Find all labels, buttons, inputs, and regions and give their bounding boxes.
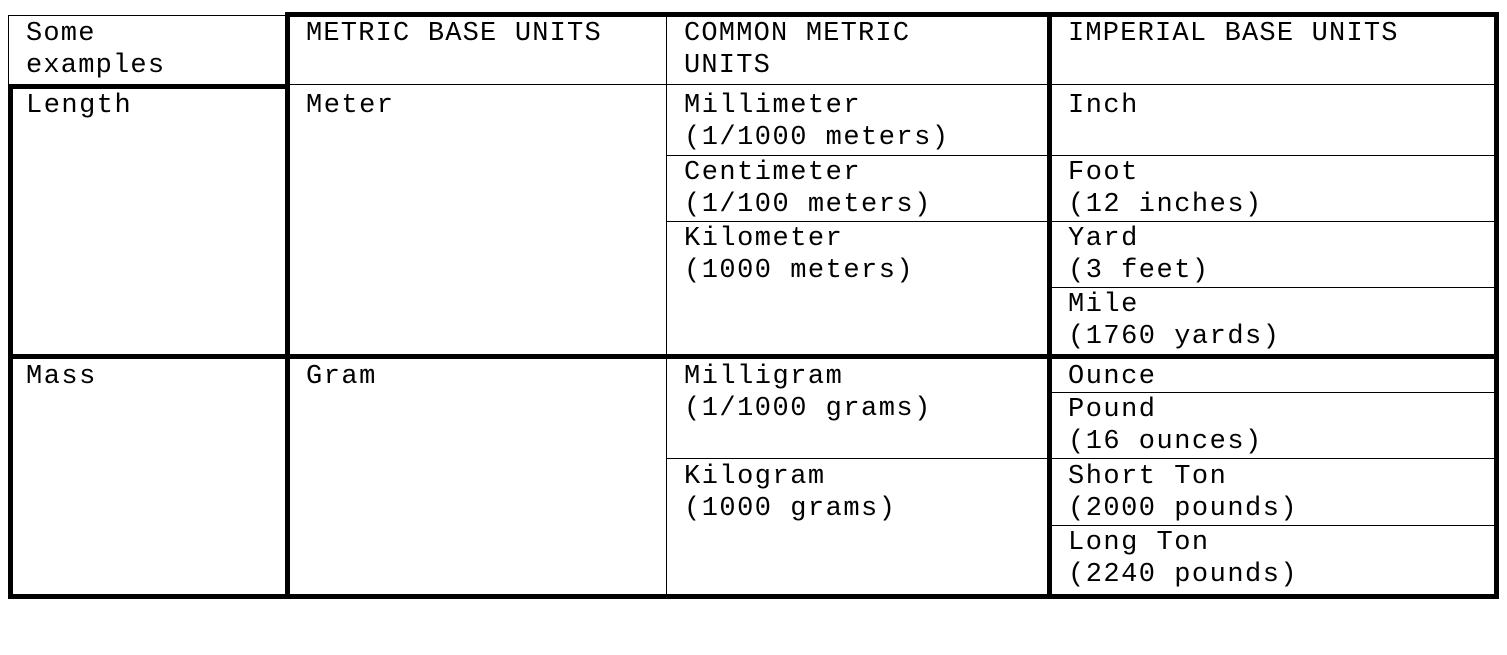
mile-name: Mile bbox=[1068, 290, 1139, 320]
millimeter-note: (1/1000 meters) bbox=[684, 123, 950, 153]
header-cell-common-metric: COMMON METRIC UNITS bbox=[666, 18, 1050, 84]
centimeter-note: (1/100 meters) bbox=[684, 190, 932, 220]
grid-line-left-top-thin bbox=[8, 15, 9, 85]
grid-line-length-mass-thick bbox=[8, 354, 1499, 359]
grid-line-right-thick bbox=[1494, 12, 1499, 599]
pound-name: Pound bbox=[1068, 395, 1157, 425]
yard-note: (3 feet) bbox=[1068, 256, 1210, 286]
row-label-length: Length bbox=[8, 90, 288, 122]
grid-line-imperial-mass-2 bbox=[1050, 458, 1496, 459]
grid-line-imperial-1 bbox=[1050, 155, 1496, 156]
grid-line-header-bottom-thick bbox=[8, 84, 290, 89]
grid-line-left-thick bbox=[8, 84, 13, 599]
header-cell-imperial-base: IMPERIAL BASE UNITS bbox=[1050, 18, 1494, 84]
grid-line-imperial-3 bbox=[1050, 287, 1496, 288]
long-ton-note: (2240 pounds) bbox=[1068, 560, 1299, 590]
mass-label-text: Mass bbox=[26, 362, 97, 392]
kilogram-note: (1000 grams) bbox=[684, 494, 897, 524]
header-imperial-base-label: IMPERIAL BASE UNITS bbox=[1068, 19, 1399, 49]
mass-common-milligram: Milligram (1/1000 grams) bbox=[666, 361, 1050, 425]
length-imperial-mile: Mile (1760 yards) bbox=[1050, 289, 1494, 353]
inch-name: Inch bbox=[1068, 91, 1139, 121]
mass-metric-base: Gram bbox=[288, 361, 666, 393]
kilogram-name: Kilogram bbox=[684, 462, 826, 492]
milligram-name: Milligram bbox=[684, 362, 844, 392]
grid-line-common-2 bbox=[666, 221, 1049, 222]
header-common-metric-line2: UNITS bbox=[684, 51, 772, 81]
mass-imperial-long-ton: Long Ton (2240 pounds) bbox=[1050, 527, 1494, 591]
mile-note: (1760 yards) bbox=[1068, 322, 1281, 352]
grid-line-header-bottom-thin bbox=[288, 84, 1496, 85]
grid-line-common-1 bbox=[666, 155, 1049, 156]
kilometer-note: (1000 meters) bbox=[684, 256, 915, 286]
header-metric-base-label: METRIC BASE UNITS bbox=[306, 19, 602, 49]
foot-name: Foot bbox=[1068, 158, 1139, 188]
short-ton-note: (2000 pounds) bbox=[1068, 494, 1299, 524]
kilometer-name: Kilometer bbox=[684, 224, 844, 254]
mass-imperial-ounce: Ounce bbox=[1050, 361, 1494, 393]
length-imperial-yard: Yard (3 feet) bbox=[1050, 223, 1494, 287]
header-cell-examples: Some examples bbox=[8, 18, 288, 84]
milligram-note: (1/1000 grams) bbox=[684, 394, 932, 424]
length-label-text: Length bbox=[26, 91, 133, 121]
length-metric-base: Meter bbox=[288, 90, 666, 122]
row-label-mass: Mass bbox=[8, 361, 288, 393]
short-ton-name: Short Ton bbox=[1068, 462, 1228, 492]
pound-note: (16 ounces) bbox=[1068, 427, 1263, 457]
grid-line-imperial-2 bbox=[1050, 221, 1496, 222]
grid-line-v1-thick bbox=[285, 12, 290, 599]
foot-note: (12 inches) bbox=[1068, 190, 1263, 220]
grid-line-common-mass-1 bbox=[666, 458, 1049, 459]
grid-line-bottom-thick bbox=[8, 594, 1499, 599]
mass-common-kilogram: Kilogram (1000 grams) bbox=[666, 461, 1050, 525]
length-common-centimeter: Centimeter (1/100 meters) bbox=[666, 157, 1050, 221]
grid-line-imperial-mass-3 bbox=[1050, 525, 1496, 526]
length-common-kilometer: Kilometer (1000 meters) bbox=[666, 223, 1050, 287]
length-metric-base-text: Meter bbox=[306, 91, 395, 121]
grid-line-v3-thick bbox=[1047, 12, 1052, 599]
centimeter-name: Centimeter bbox=[684, 158, 862, 188]
header-cell-metric-base: METRIC BASE UNITS bbox=[288, 18, 666, 84]
length-common-millimeter: Millimeter (1/1000 meters) bbox=[666, 90, 1050, 154]
header-examples-line1: Some bbox=[26, 19, 96, 49]
header-common-metric-line1: COMMON METRIC bbox=[684, 19, 911, 49]
grid-line-top-left-thin bbox=[8, 15, 288, 16]
yard-name: Yard bbox=[1068, 224, 1139, 254]
header-examples-line2: examples bbox=[26, 51, 166, 81]
length-imperial-foot: Foot (12 inches) bbox=[1050, 157, 1494, 221]
mass-imperial-short-ton: Short Ton (2000 pounds) bbox=[1050, 461, 1494, 525]
mass-imperial-pound: Pound (16 ounces) bbox=[1050, 394, 1494, 458]
grid-line-v2-thin bbox=[666, 15, 667, 597]
ounce-name: Ounce bbox=[1068, 362, 1157, 392]
grid-line-imperial-mass-1 bbox=[1050, 392, 1496, 393]
grid-line-top-thick bbox=[286, 12, 1499, 17]
mass-metric-base-text: Gram bbox=[306, 362, 377, 392]
long-ton-name: Long Ton bbox=[1068, 528, 1210, 558]
millimeter-name: Millimeter bbox=[684, 91, 862, 121]
length-imperial-inch: Inch bbox=[1050, 90, 1494, 122]
